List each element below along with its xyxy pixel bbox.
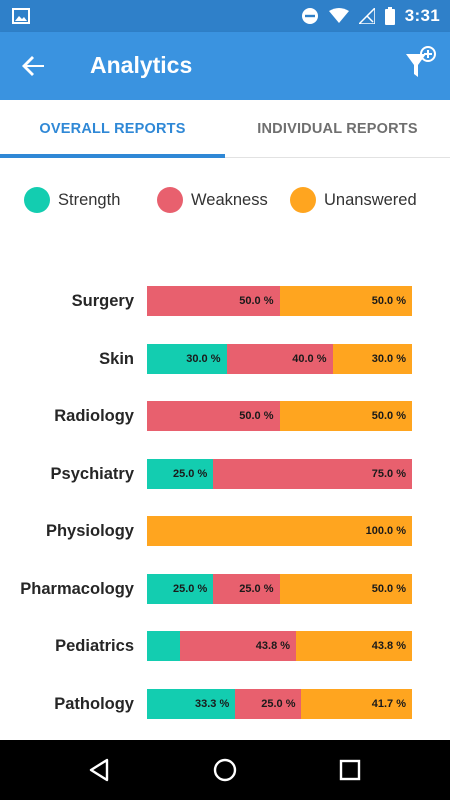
chart-row-surgery: Surgery 50.0 % 50.0 % (0, 286, 450, 316)
legend-label-unanswered: Unanswered (324, 190, 417, 209)
bar-segment-weakness: 43.8 % (180, 631, 297, 661)
bar-segment-unanswered: 50.0 % (279, 286, 412, 316)
tab-individual-reports[interactable]: INDIVIDUAL REPORTS (257, 121, 418, 137)
arrow-back-icon[interactable] (18, 50, 50, 82)
legend-item-weakness: Weakness (157, 184, 268, 216)
recents-square-icon[interactable] (335, 755, 365, 785)
stacked-bar: 43.8 % 43.8 % (147, 631, 412, 661)
active-tab-indicator (0, 154, 225, 158)
chart-row-skin: Skin 30.0 % 40.0 % 30.0 % (0, 344, 450, 374)
stacked-bar: 25.0 % 75.0 % (147, 459, 412, 489)
bar-segment-strength: 25.0 % (147, 459, 214, 489)
category-label: Skin (99, 350, 134, 368)
image-icon (12, 8, 30, 24)
segment-value-label: 43.8 % (371, 640, 406, 652)
report-tabs: OVERALL REPORTS INDIVIDUAL REPORTS (0, 100, 450, 158)
do-not-disturb-icon (301, 8, 318, 24)
stacked-bar: 25.0 % 25.0 % 50.0 % (147, 574, 412, 604)
stacked-bar: 100.0 % (147, 516, 412, 546)
chart-legend: Strength Weakness Unanswered (0, 184, 450, 216)
bar-segment-strength: 25.0 % (147, 574, 214, 604)
battery-icon (384, 7, 395, 25)
status-bar: 3:31 (0, 0, 450, 32)
category-label: Pharmacology (20, 580, 134, 598)
stacked-bar: 50.0 % 50.0 % (147, 286, 412, 316)
category-label: Pediatrics (55, 637, 134, 655)
legend-dot-unanswered (290, 187, 316, 213)
segment-value-label: 75.0 % (371, 468, 406, 480)
bar-segment-unanswered: 30.0 % (332, 344, 412, 374)
bar-segment-unanswered: 50.0 % (279, 574, 412, 604)
segment-value-label: 50.0 % (371, 295, 406, 307)
bar-segment-weakness: 75.0 % (213, 459, 412, 489)
legend-label-strength: Strength (58, 190, 121, 209)
chart-row-pharmacology: Pharmacology 25.0 % 25.0 % 50.0 % (0, 574, 450, 604)
category-label: Pathology (54, 695, 134, 713)
category-label: Surgery (71, 292, 134, 310)
bar-segment-unanswered: 50.0 % (279, 401, 412, 431)
no-sim-icon (358, 8, 375, 24)
wifi-icon (328, 8, 349, 23)
segment-value-label: 41.7 % (371, 698, 406, 710)
legend-dot-strength (24, 187, 50, 213)
segment-value-label: 25.0 % (173, 468, 208, 480)
segment-value-label: 40.0 % (292, 353, 327, 365)
chart-row-pediatrics: Pediatrics 43.8 % 43.8 % (0, 631, 450, 661)
chart-row-radiology: Radiology 50.0 % 50.0 % (0, 401, 450, 431)
back-triangle-icon[interactable] (85, 755, 115, 785)
bar-segment-weakness: 50.0 % (147, 401, 280, 431)
home-circle-icon[interactable] (210, 755, 240, 785)
legend-dot-weakness (157, 187, 183, 213)
segment-value-label: 50.0 % (371, 410, 406, 422)
segment-value-label: 25.0 % (261, 698, 296, 710)
chart-row-psychiatry: Psychiatry 25.0 % 75.0 % (0, 459, 450, 489)
filter-add-icon[interactable] (404, 46, 436, 82)
legend-label-weakness: Weakness (191, 190, 268, 209)
legend-item-unanswered: Unanswered (290, 184, 417, 216)
segment-value-label: 100.0 % (365, 525, 406, 537)
stacked-bar: 33.3 % 25.0 % 41.7 % (147, 689, 412, 719)
bar-segment-unanswered: 41.7 % (301, 689, 412, 719)
segment-value-label: 43.8 % (255, 640, 291, 652)
category-label: Physiology (45, 522, 134, 540)
system-nav-bar (0, 740, 450, 800)
stacked-bar-chart: Surgery 50.0 % 50.0 % Skin 30.0 % 40.0 % 30.0 … (0, 270, 450, 730)
category-label: Radiology (54, 407, 134, 425)
stacked-bar: 30.0 % 40.0 % 30.0 % (147, 344, 412, 374)
bar-segment-weakness: 50.0 % (147, 286, 280, 316)
stacked-bar: 50.0 % 50.0 % (147, 401, 412, 431)
segment-value-label: 50.0 % (239, 410, 274, 422)
bar-segment-strength: 30.0 % (147, 344, 227, 374)
bar-segment-weakness: 25.0 % (235, 689, 302, 719)
legend-item-strength: Strength (24, 184, 120, 216)
bar-segment-strength (147, 631, 181, 661)
segment-value-label: 50.0 % (371, 583, 406, 595)
segment-value-label: 30.0 % (186, 353, 221, 365)
chart-row-pathology: Pathology 33.3 % 25.0 % 41.7 % (0, 689, 450, 719)
category-label: Psychiatry (50, 465, 134, 483)
bar-segment-unanswered: 43.8 % (296, 631, 412, 661)
app-bar: Analytics (0, 32, 450, 100)
segment-value-label: 50.0 % (239, 295, 274, 307)
bar-segment-weakness: 40.0 % (226, 344, 333, 374)
segment-value-label: 30.0 % (371, 353, 406, 365)
status-time: 3:31 (404, 6, 440, 25)
bar-segment-strength: 33.3 % (147, 689, 236, 719)
chart-row-physiology: Physiology 100.0 % (0, 516, 450, 546)
tab-overall-reports[interactable]: OVERALL REPORTS (39, 121, 186, 137)
segment-value-label: 25.0 % (173, 583, 208, 595)
bar-segment-unanswered: 100.0 % (147, 516, 412, 546)
page-title: Analytics (90, 52, 193, 78)
segment-value-label: 33.3 % (194, 698, 230, 710)
segment-value-label: 25.0 % (239, 583, 274, 595)
bar-segment-weakness: 25.0 % (213, 574, 280, 604)
